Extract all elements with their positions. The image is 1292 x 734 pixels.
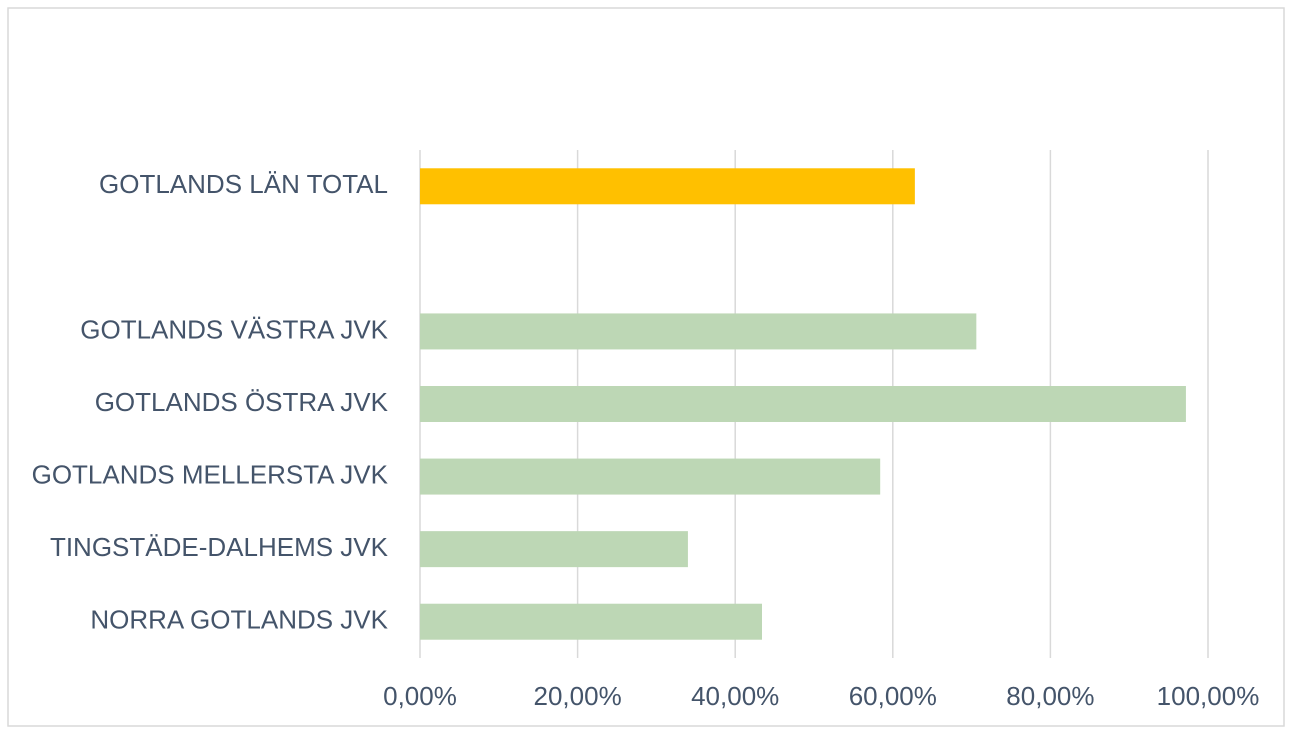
bar [420, 313, 977, 350]
x-tick-label: 0,00% [383, 681, 457, 711]
x-tick-label: 80,00% [1006, 681, 1094, 711]
y-tick-label: TINGSTÄDE-DALHEMS JVK [50, 532, 389, 562]
y-tick-label: NORRA GOTLANDS JVK [90, 605, 388, 635]
bar [420, 386, 1186, 422]
bar [420, 458, 881, 495]
x-tick-label: 60,00% [849, 681, 937, 711]
bar [420, 168, 915, 205]
bar [420, 603, 762, 640]
x-tick-label: 40,00% [691, 681, 779, 711]
y-tick-label: GOTLANDS MELLERSTA JVK [32, 459, 389, 489]
bar [420, 531, 688, 568]
y-tick-label: GOTLANDS ÖSTRA JVK [95, 387, 389, 417]
y-tick-label: GOTLANDS LÄN TOTAL [99, 169, 388, 199]
x-tick-label: 100,00% [1157, 681, 1260, 711]
y-tick-label: GOTLANDS VÄSTRA JVK [80, 314, 388, 344]
x-tick-label: 20,00% [534, 681, 622, 711]
